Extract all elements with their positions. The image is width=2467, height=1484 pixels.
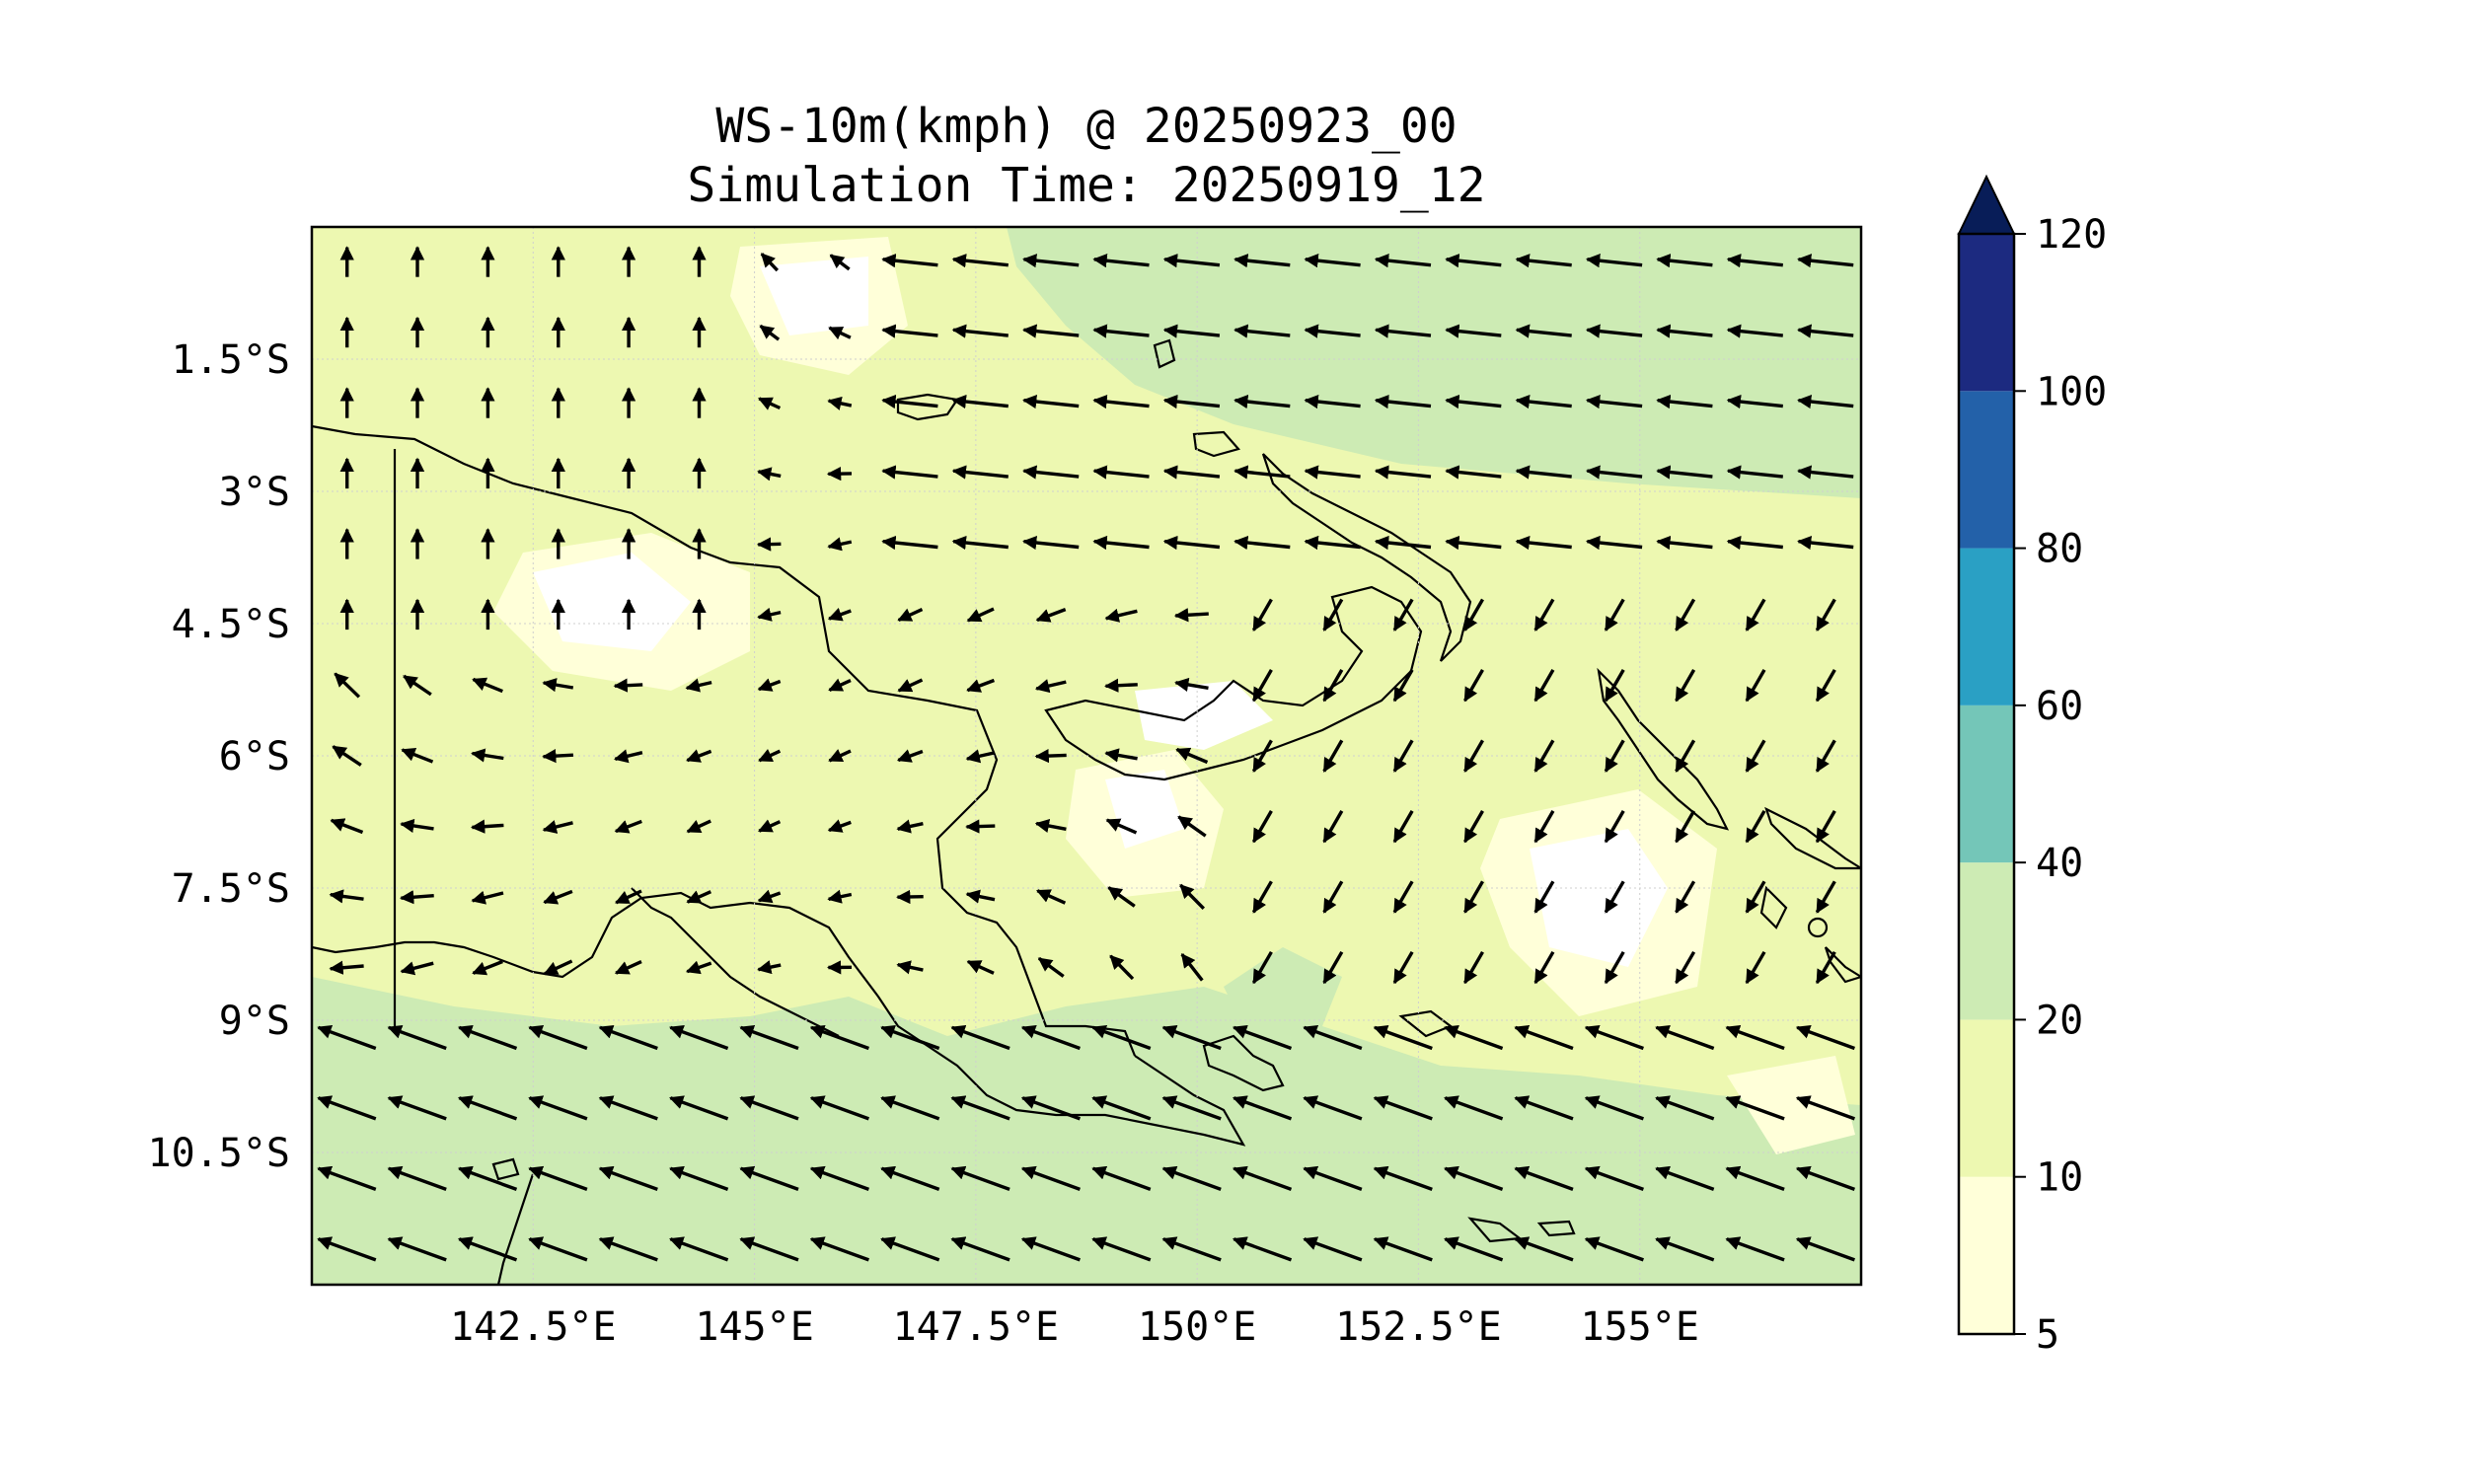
colorbar-tick-label: 120 — [2036, 212, 2107, 258]
y-tick-label: 6°S — [219, 734, 290, 779]
colorbar-extend-arrow — [1959, 177, 2014, 234]
y-axis: 1.5°S 3°S 4.5°S 6°S 7.5°S 9°S 10.5°S — [148, 337, 291, 1176]
chart-title-line2: Simulation Time: 20250919_12 — [687, 158, 1485, 213]
colorbar-tick-label: 20 — [2036, 998, 2083, 1043]
colorbar-tick-label: 10 — [2036, 1155, 2083, 1201]
colorbar-segment — [1959, 1177, 2014, 1334]
colorbar-segment — [1959, 549, 2014, 705]
colorbar-segment — [1959, 1019, 2014, 1176]
colorbar-tick-label: 100 — [2036, 369, 2107, 414]
plot-area — [312, 227, 1861, 1285]
wind-vector — [758, 544, 781, 545]
x-tick-label: 150°E — [1138, 1304, 1256, 1350]
wind-vector — [1106, 685, 1138, 687]
x-tick-label: 142.5°E — [450, 1304, 617, 1350]
wind-vector — [1036, 755, 1067, 756]
colorbar-segment — [1959, 234, 2014, 391]
wind-vector — [472, 825, 503, 827]
chart-title-line1: WS-10m(kmph) @ 20250923_00 — [715, 99, 1457, 154]
colorbar-segment — [1959, 705, 2014, 862]
wind-vector — [967, 826, 996, 827]
colorbar: 5 10 20 40 60 80 100 120 — [1959, 177, 2107, 1358]
colorbar-tick-label: 5 — [2036, 1312, 2059, 1358]
x-tick-label: 145°E — [695, 1304, 813, 1350]
y-tick-label: 4.5°S — [172, 602, 290, 647]
colorbar-tick-label: 60 — [2036, 684, 2083, 729]
colorbar-tick-label: 80 — [2036, 527, 2083, 572]
wind-vector — [544, 755, 573, 757]
wind-vector — [615, 685, 642, 686]
x-tick-label: 155°E — [1581, 1304, 1699, 1350]
y-tick-label: 10.5°S — [148, 1131, 291, 1176]
x-axis: 142.5°E 145°E 147.5°E 150°E 152.5°E 155°E — [450, 1304, 1699, 1350]
colorbar-segment — [1959, 862, 2014, 1019]
y-tick-label: 1.5°S — [172, 337, 290, 383]
y-tick-label: 7.5°S — [172, 866, 290, 912]
y-tick-label: 9°S — [219, 999, 290, 1044]
x-tick-label: 152.5°E — [1335, 1304, 1502, 1350]
wind-vector — [1175, 614, 1209, 616]
colorbar-tick-label: 40 — [2036, 841, 2083, 886]
y-tick-label: 3°S — [219, 470, 290, 515]
wind-vector — [898, 897, 924, 898]
x-tick-label: 147.5°E — [893, 1304, 1060, 1350]
colorbar-segment — [1959, 391, 2014, 548]
